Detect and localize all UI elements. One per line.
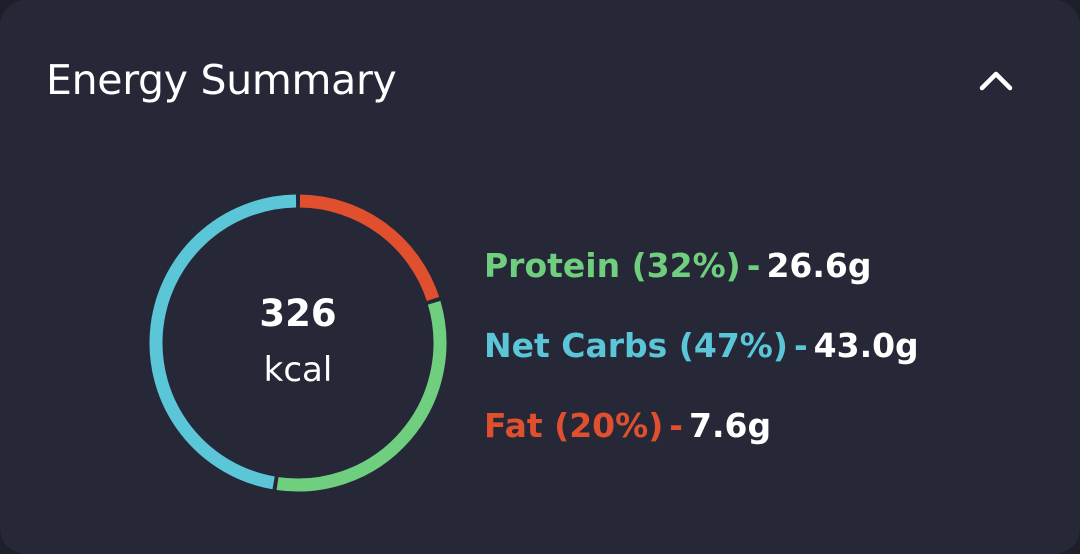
macro-amount: 43.0g (813, 326, 919, 365)
macro-amount: 7.6g (689, 406, 772, 445)
energy-donut-chart: 326 kcal (143, 188, 453, 498)
macro-separator: - (669, 406, 683, 445)
legend-item-net-carbs: Net Carbs (47%) -43.0g (484, 318, 1044, 398)
legend-item-protein: Protein (32%) -26.6g (484, 238, 1044, 318)
chevron-up-icon (979, 71, 1013, 91)
card-title: Energy Summary (46, 56, 397, 104)
macro-legend: Protein (32%) -26.6g Net Carbs (47%) -43.0… (484, 238, 1044, 478)
macro-label: Protein (32%) (484, 246, 741, 285)
calories-value: 326 (259, 292, 337, 335)
macro-label: Fat (20%) (484, 406, 664, 445)
calories-unit: kcal (263, 350, 333, 390)
card-header[interactable]: Energy Summary (46, 52, 1040, 112)
macro-separator: - (793, 326, 808, 365)
macro-label: Net Carbs (47%) (484, 326, 788, 365)
legend-item-fat: Fat (20%) -7.6g (484, 398, 1044, 478)
donut-segment-net-carbs (149, 194, 297, 490)
donut-segment-protein (276, 300, 447, 492)
donut-svg (149, 194, 447, 492)
donut-segment-fat (299, 194, 440, 302)
macro-separator: - (746, 246, 761, 285)
macro-amount: 26.6g (766, 246, 872, 285)
collapse-button[interactable] (974, 58, 1018, 102)
